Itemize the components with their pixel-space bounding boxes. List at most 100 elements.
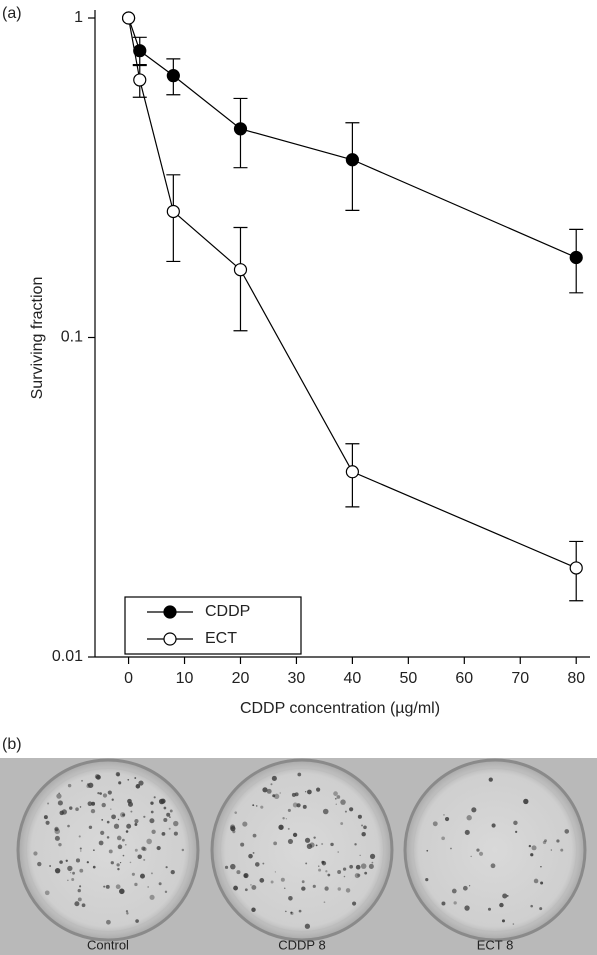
colony [163,817,168,822]
marker [345,153,359,167]
colony [354,873,360,879]
colony [116,835,122,841]
colony [251,884,257,890]
colony [528,844,532,848]
colony [250,884,252,886]
colony [81,903,86,908]
error-bar [345,122,360,211]
colony [453,901,457,905]
colony [560,848,564,852]
colony [74,901,80,907]
colony [345,888,351,893]
colony [540,881,544,885]
colony [102,793,108,798]
colony [361,831,366,837]
colony [371,861,374,864]
colony [134,848,138,852]
colony [117,844,123,850]
colony [126,912,129,915]
colony [487,907,492,911]
colony [471,807,477,813]
marker [569,561,583,575]
colony [272,794,276,798]
colony [502,893,508,899]
colony [153,796,156,799]
colony [361,824,363,827]
colony [321,842,324,845]
colony [67,865,73,872]
colony [98,840,104,846]
colony [506,895,509,897]
colony [95,774,101,780]
colony [364,871,368,875]
colony [564,829,570,834]
colony [103,885,106,888]
colony [349,807,354,812]
colony [530,853,534,857]
colony [67,879,69,882]
marker [569,250,583,265]
colony [115,884,121,890]
colony [444,816,450,822]
colony [125,844,127,846]
x-tick-label: 80 [567,670,585,687]
colony [337,851,339,853]
colony [291,792,296,797]
colony [271,775,277,781]
colony [464,829,470,835]
colony [33,851,38,856]
colony [325,870,328,873]
colony [307,789,312,795]
colony [54,835,60,841]
colony [340,822,344,825]
dish [16,758,200,942]
colony [324,886,329,891]
colony [150,810,154,814]
colony [69,872,72,874]
colony [262,787,268,793]
colony [37,861,42,867]
colony [45,820,50,825]
colony [278,824,284,830]
colony [79,885,82,888]
colony [146,838,152,845]
colony [544,839,547,843]
colony [100,830,105,835]
colony [58,792,60,794]
x-tick-label: 60 [455,670,473,687]
colony [290,911,293,914]
error-bar [166,174,181,263]
y-tick-label: 0.01 [52,648,83,665]
colony [352,901,357,906]
dish [210,758,394,942]
colony [313,836,316,839]
colony [65,859,68,862]
colony [134,818,139,824]
colony [43,815,48,820]
colony [94,773,100,779]
colony [470,855,472,858]
colony [150,872,153,875]
colony [523,798,529,805]
colony [259,878,265,883]
colony [540,865,542,868]
colony [451,888,457,894]
colony [330,842,334,847]
colony [304,837,311,843]
colony [86,861,89,864]
colony [354,843,357,846]
x-tick-label: 10 [176,670,194,687]
colony [106,820,110,824]
colony [44,890,50,896]
colony [254,862,260,867]
colony [91,801,96,806]
marker [121,11,136,25]
colony [349,864,353,869]
colony [336,795,341,799]
colony [135,784,141,789]
colony [118,781,122,785]
colony [334,797,337,800]
colony [550,849,553,851]
colony [327,873,331,877]
colony [323,901,326,903]
